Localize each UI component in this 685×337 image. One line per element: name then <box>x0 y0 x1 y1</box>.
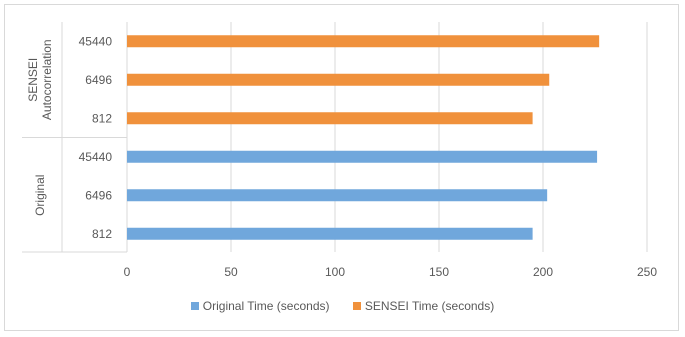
category-label: 6496 <box>85 73 112 87</box>
bars <box>127 35 600 240</box>
group-label: SENSEI <box>26 58 40 102</box>
x-tick-label: 50 <box>224 265 238 279</box>
x-tick-label: 250 <box>637 265 657 279</box>
bar <box>127 73 550 86</box>
x-axis-ticks: 0 50 100 150 200 250 <box>124 265 658 279</box>
legend-swatch-sensei <box>352 302 361 310</box>
bar <box>127 150 598 163</box>
legend-item-original: Original Time (seconds) <box>190 299 330 313</box>
group-label: Original <box>33 175 47 216</box>
gridlines <box>230 22 648 252</box>
bar <box>127 112 533 125</box>
x-tick-label: 150 <box>429 265 449 279</box>
category-label: 45440 <box>79 150 113 164</box>
x-tick-label: 100 <box>325 265 345 279</box>
legend: Original Time (seconds) SENSEI Time (sec… <box>0 299 685 313</box>
category-label: 6496 <box>85 188 112 202</box>
legend-item-sensei: SENSEI Time (seconds) <box>352 299 495 313</box>
category-dividers <box>22 22 128 253</box>
group-labels: SENSEI Autocorrelation Original <box>26 39 54 216</box>
bar <box>127 35 600 48</box>
bar <box>127 227 533 240</box>
legend-label-sensei: SENSEI Time (seconds) <box>364 299 495 313</box>
legend-label-original: Original Time (seconds) <box>202 299 330 313</box>
legend-swatch-original <box>190 302 199 310</box>
bar <box>127 189 548 202</box>
x-tick-label: 200 <box>533 265 553 279</box>
category-labels: 45440 6496 812 45440 6496 812 <box>79 34 113 241</box>
group-label: Autocorrelation <box>40 39 54 120</box>
category-label: 45440 <box>79 34 113 48</box>
x-tick-label: 0 <box>124 265 131 279</box>
chart-frame <box>4 4 679 331</box>
category-label: 812 <box>92 111 112 125</box>
category-label: 812 <box>92 227 112 241</box>
